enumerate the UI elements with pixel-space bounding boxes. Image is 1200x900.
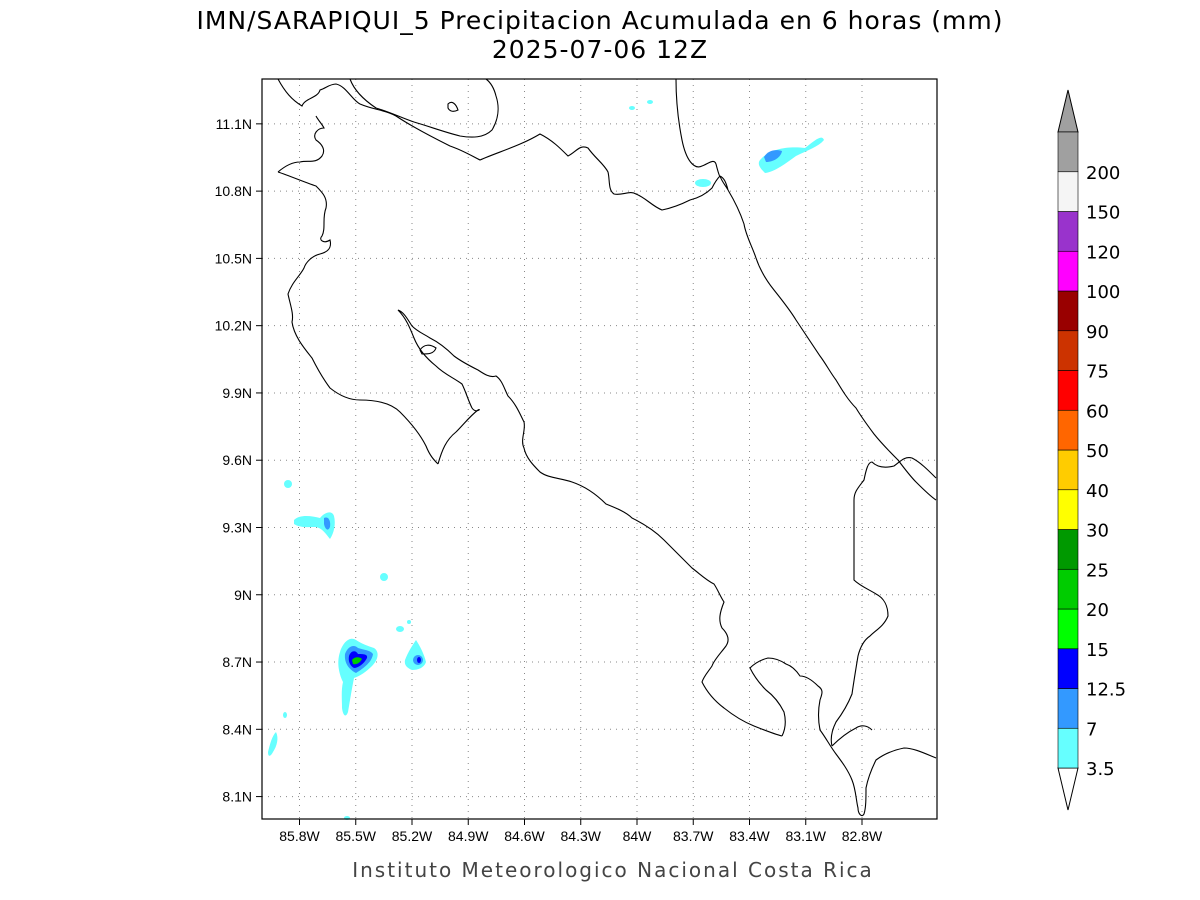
colorbar-label: 100 — [1086, 282, 1120, 303]
colorbar-label: 40 — [1086, 481, 1109, 502]
colorbar-swatch — [1057, 131, 1079, 173]
lon-tick-label: 83.1W — [786, 828, 827, 844]
lon-tick-label: 83.4W — [729, 828, 770, 844]
precip-peak-main — [352, 657, 362, 665]
precip-cell-pacific-1 — [284, 480, 292, 488]
lon-tick-label: 84.6W — [504, 828, 545, 844]
latitude-axis: 11.1N 10.8N 10.5N 10.2N 9.9N 9.6N 9.3N 9N 8.7N 8.… — [215, 116, 262, 805]
colorbar-label: 200 — [1086, 163, 1120, 184]
map-subtitle-date: 2025-07-06 12Z — [492, 35, 708, 64]
colorbar-label: 12.5 — [1086, 680, 1126, 701]
colorbar-label: 90 — [1086, 322, 1109, 343]
lat-tick-label: 8.7N — [222, 654, 252, 670]
colorbar-label: 50 — [1086, 441, 1109, 462]
colorbar-label: 20 — [1086, 600, 1109, 621]
precip-core-caribbean-ne — [764, 150, 782, 162]
colorbar-swatch — [1057, 409, 1079, 451]
coastline-layer — [277, 78, 937, 817]
colorbar-swatch — [1057, 449, 1079, 491]
panama-border — [830, 457, 937, 747]
lat-tick-label: 11.1N — [216, 116, 252, 132]
precip-cell-caribbean-ne — [758, 137, 824, 173]
lon-tick-label: 85.5W — [336, 828, 377, 844]
precip-cell-tortuguero — [695, 179, 711, 187]
precip-cell-top-a — [629, 106, 635, 110]
peninsula-osa-tip — [831, 725, 873, 747]
precip-cell-pacific-5 — [407, 620, 411, 624]
lat-tick-label: 8.1N — [222, 789, 252, 805]
colorbar-swatch — [1057, 648, 1079, 689]
caribbean-north-spit — [675, 78, 721, 177]
chira-island — [419, 344, 437, 355]
map-area: 85.8W 85.5W 85.2W 84.9W 84.6W 84.3W 84W 83.7W 83… — [215, 78, 938, 844]
colorbar-label: 30 — [1086, 521, 1109, 542]
colorbar-swatch — [1057, 211, 1079, 252]
precip-colorbar: 3.5 7 12.5 15 20 25 30 40 50 60 75 90 100 120 150 200 — [1057, 89, 1126, 811]
nicoya-inner-gulf — [397, 309, 783, 737]
lat-tick-label: 9N — [234, 587, 252, 603]
colorbar-swatch — [1057, 489, 1079, 530]
colorbar-swatch — [1057, 250, 1079, 292]
longitude-axis: 85.8W 85.5W 85.2W 84.9W 84.6W 84.3W 84W 83.7W 83… — [279, 819, 883, 844]
colorbar-swatch — [1057, 529, 1079, 570]
colorbar-label: 7 — [1086, 719, 1097, 740]
lat-tick-label: 9.6N — [222, 452, 252, 468]
colorbar-swatch — [1057, 727, 1079, 769]
lon-tick-label: 85.2W — [392, 828, 433, 844]
colorbar-label: 120 — [1086, 242, 1120, 263]
colorbar-label: 60 — [1086, 401, 1109, 422]
colorbar-swatch — [1057, 370, 1079, 411]
colorbar-swatch — [1057, 608, 1079, 650]
map-frame — [261, 78, 938, 820]
precipitation-shading — [268, 100, 824, 820]
colorbar-top-arrow — [1057, 89, 1079, 133]
precip-core-pacific-2 — [324, 517, 331, 530]
northwest-coast — [277, 115, 325, 173]
map-title: IMN/SARAPIQUI_5 Precipitacion Acumulada … — [196, 6, 1003, 35]
colorbar-bottom-arrow — [1057, 767, 1079, 811]
lat-tick-label: 8.4N — [222, 721, 252, 737]
colorbar-label: 3.5 — [1086, 759, 1115, 780]
precip-cell-pacific-4 — [396, 626, 404, 632]
nicaragua-border — [277, 78, 721, 211]
colorbar-label: 75 — [1086, 362, 1109, 383]
colorbar-swatch — [1057, 171, 1079, 212]
precip-cell-sw-2 — [268, 732, 278, 756]
precip-cell-sw-1 — [283, 712, 287, 718]
lon-tick-label: 85.8W — [279, 828, 320, 844]
colorbar-swatch — [1057, 290, 1079, 332]
colorbar-swatch — [1057, 688, 1079, 729]
precip-cell-top-b — [647, 100, 653, 104]
lon-tick-label: 83.7W — [673, 828, 714, 844]
coco-island — [447, 101, 459, 112]
lon-tick-label: 84W — [623, 828, 653, 844]
lat-tick-label: 9.3N — [222, 519, 252, 535]
precip-cell-pacific-3 — [380, 573, 388, 581]
nicoya-outer-coast — [277, 171, 439, 465]
colorbar-label: 150 — [1086, 203, 1120, 224]
lat-tick-label: 10.8N — [215, 183, 252, 199]
colorbar-swatch — [1057, 330, 1079, 371]
lat-tick-label: 10.2N — [215, 318, 252, 334]
colorbar-label: 25 — [1086, 560, 1109, 581]
lat-tick-label: 10.5N — [215, 250, 252, 266]
precip-deep-east — [417, 657, 421, 663]
lon-tick-label: 84.3W — [561, 828, 602, 844]
north-lake-coast — [349, 78, 499, 138]
colorbar-label: 15 — [1086, 640, 1109, 661]
lon-tick-label: 82.8W — [842, 828, 883, 844]
credit-footer: Instituto Meteorologico Nacional Costa R… — [352, 858, 874, 882]
map-background — [262, 79, 937, 819]
lat-tick-label: 9.9N — [222, 385, 252, 401]
lon-tick-label: 84.9W — [448, 828, 489, 844]
panama-east-coast — [749, 657, 937, 817]
colorbar-swatch — [1057, 568, 1079, 610]
